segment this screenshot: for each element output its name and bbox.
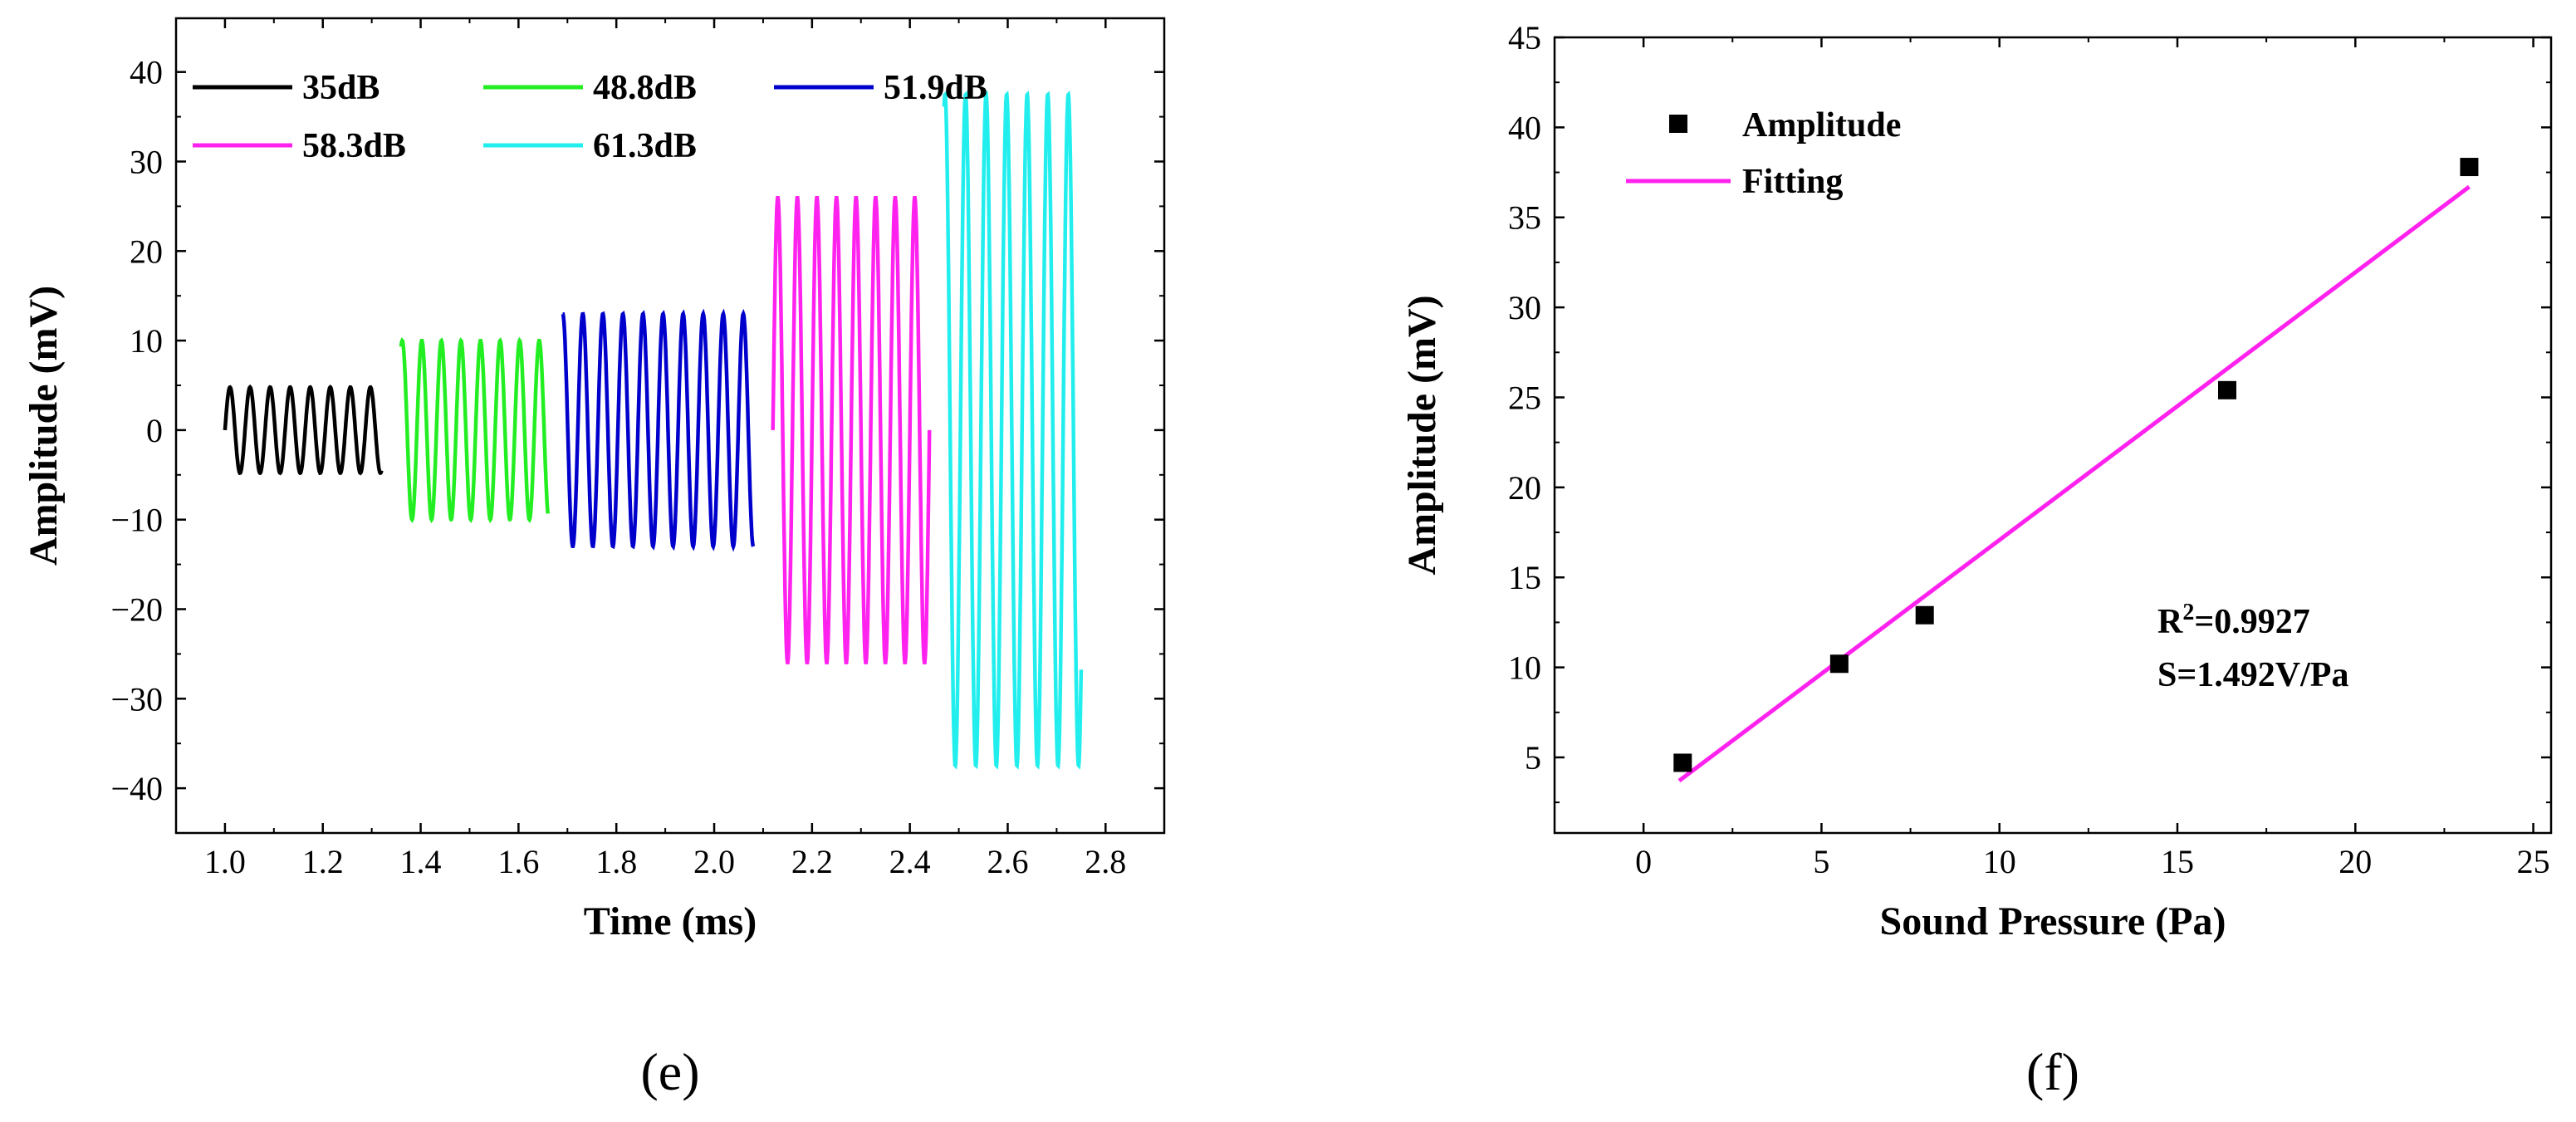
data-point xyxy=(2460,158,2479,177)
x-tick-label: 2.6 xyxy=(987,843,1028,880)
panel-label: (f) xyxy=(2026,1042,2079,1101)
r2-value: =0.9927 xyxy=(2194,603,2309,641)
y-tick-label: −40 xyxy=(110,770,163,807)
data-point xyxy=(1829,654,1849,674)
x-axis-title: Sound Pressure (Pa) xyxy=(1880,899,2226,943)
data-point xyxy=(1673,753,1692,772)
x-tick-label: 2.2 xyxy=(791,843,833,880)
legend-label: Amplitude xyxy=(1742,106,1901,145)
y-tick-label: 5 xyxy=(1525,739,1541,777)
x-tick-label: 1.0 xyxy=(204,843,246,880)
y-tick-label: 20 xyxy=(130,233,163,270)
x-tick-label: 1.8 xyxy=(595,843,637,880)
x-tick-label: 2.8 xyxy=(1085,843,1126,880)
y-tick-label: 10 xyxy=(130,322,163,360)
y-tick-label: 40 xyxy=(1508,109,1541,146)
r-squared-annotation: R2=0.9927 xyxy=(2157,600,2310,641)
legend-label: 61.3dB xyxy=(593,127,697,165)
legend-label: Fitting xyxy=(1742,163,1843,201)
x-tick-label: 25 xyxy=(2517,843,2550,880)
legend-label: 35dB xyxy=(302,69,380,107)
panel-f-chart: 0 5 10 15 20 25 5 10 15 20 25 30 35 40 45 Sound Pressur… xyxy=(1400,19,2553,1101)
y-tick-label: 15 xyxy=(1508,559,1541,596)
y-axis-title: Amplitude (mV) xyxy=(22,286,66,566)
x-axis-title: Time (ms) xyxy=(584,899,757,943)
y-tick-label: 10 xyxy=(1508,649,1541,687)
panel-e-chart: 1.0 1.2 1.4 1.6 1.8 2.0 2.2 2.4 2.6 2.8 −40 −30 −20 −… xyxy=(22,17,1166,1101)
data-point xyxy=(2218,380,2236,399)
y-tick-label: 45 xyxy=(1508,19,1541,56)
sensitivity-annotation: S=1.492V/Pa xyxy=(2157,656,2348,694)
y-tick-label: 25 xyxy=(1508,379,1541,416)
y-tick-label: 35 xyxy=(1508,199,1541,237)
x-tick-label: 1.6 xyxy=(497,843,539,880)
series-line-48.8dB xyxy=(399,336,550,524)
fit-line xyxy=(1677,184,2471,783)
r2-superscript: 2 xyxy=(2182,600,2194,625)
r2-symbol: R xyxy=(2157,603,2183,641)
plot-frame xyxy=(174,17,1166,835)
y-axis-title: Amplitude (mV) xyxy=(1400,295,1444,575)
x-tick-label: 5 xyxy=(1813,843,1829,880)
x-tick-label: 15 xyxy=(2161,843,2194,880)
series-line-61.3dB xyxy=(942,91,1084,770)
panel-label: (e) xyxy=(640,1042,699,1101)
data-point xyxy=(1915,605,1934,625)
series-line-51.9dB xyxy=(561,308,756,552)
series-line-58.3dB xyxy=(771,195,932,664)
x-tick-label: 0 xyxy=(1635,843,1652,880)
x-tick-label: 10 xyxy=(1983,843,2016,880)
y-tick-label: 20 xyxy=(1508,469,1541,507)
legend-label: 58.3dB xyxy=(302,127,406,165)
x-tick-label: 20 xyxy=(2338,843,2372,880)
y-tick-label: 30 xyxy=(1508,289,1541,326)
x-tick-label: 1.2 xyxy=(302,843,344,880)
y-tick-label: 0 xyxy=(146,412,163,449)
plot-frame xyxy=(1553,36,2553,835)
series-line-35dB xyxy=(223,384,384,476)
legend-marker xyxy=(1669,115,1687,133)
y-tick-label: 40 xyxy=(130,54,163,91)
x-tick-label: 2.0 xyxy=(693,843,735,880)
legend-label: 51.9dB xyxy=(884,69,987,107)
x-tick-label: 2.4 xyxy=(889,843,931,880)
legend-label: 48.8dB xyxy=(593,69,697,107)
y-tick-label: −20 xyxy=(110,590,163,628)
y-tick-label: −30 xyxy=(110,680,163,718)
y-tick-label: −10 xyxy=(110,502,163,539)
x-tick-label: 1.4 xyxy=(400,843,442,880)
y-tick-label: 30 xyxy=(130,143,163,180)
